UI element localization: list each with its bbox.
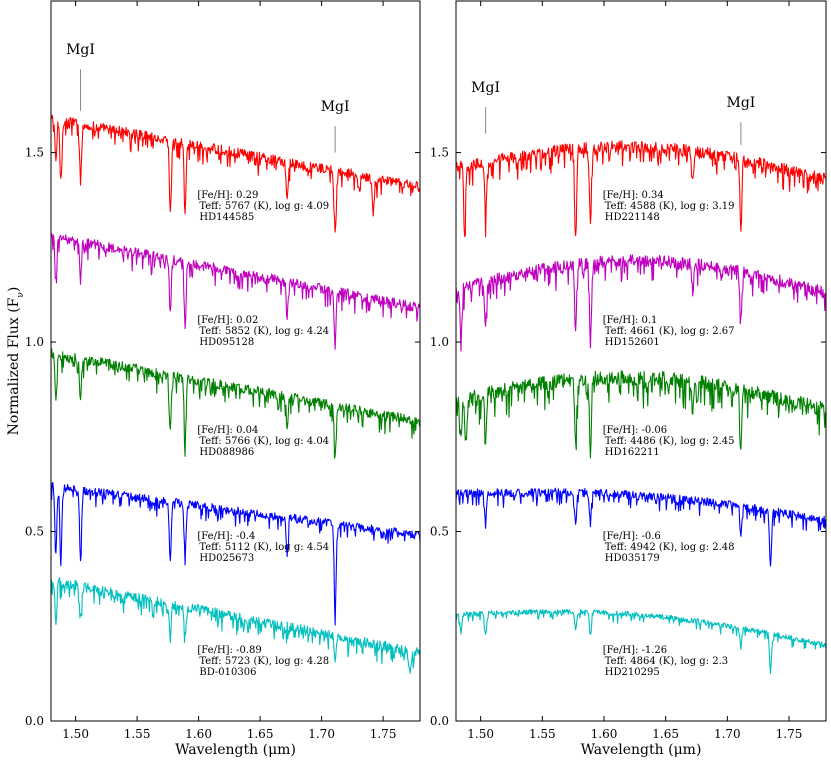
spectrum-line-5 bbox=[50, 577, 421, 674]
star-label-line-2: Teff: 4942 (K), log g: 2.48 bbox=[605, 542, 735, 553]
star-label-line-2: Teff: 4486 (K), log g: 2.45 bbox=[605, 436, 735, 447]
x-tick-label: 1.50 bbox=[467, 727, 494, 741]
star-label-line-3: HD210295 bbox=[605, 667, 660, 678]
star-label-line-2: Teff: 5112 (K), log g: 4.54 bbox=[199, 542, 329, 553]
x-tick-label: 1.65 bbox=[652, 727, 679, 741]
x-tick-label: 1.55 bbox=[529, 727, 556, 741]
y-tick-label: 0.5 bbox=[25, 525, 44, 539]
star-label-line-1: [Fe/H]: 0.29 bbox=[197, 190, 258, 201]
plot-frame bbox=[50, 0, 421, 722]
spectrum-line-3 bbox=[455, 370, 827, 459]
mgi-annotation-label: MgI bbox=[321, 99, 350, 115]
x-tick-label: 1.55 bbox=[124, 727, 151, 741]
star-label-line-3: HD035179 bbox=[605, 553, 660, 564]
star-label-line-1: [Fe/H]: -0.89 bbox=[197, 645, 261, 656]
mgi-annotation-label: MgI bbox=[471, 80, 500, 96]
star-label-line-1: [Fe/H]: -1.26 bbox=[603, 645, 667, 656]
star-label-line-2: Teff: 4661 (K), log g: 2.67 bbox=[605, 326, 735, 337]
star-label-line-3: HD088986 bbox=[199, 447, 254, 458]
x-tick-label: 1.50 bbox=[62, 727, 89, 741]
star-label-line-1: [Fe/H]: 0.34 bbox=[603, 190, 664, 201]
mgi-annotation-label: MgI bbox=[66, 42, 95, 58]
star-label-line-1: [Fe/H]: -0.6 bbox=[603, 531, 661, 542]
star-label-line-2: Teff: 4864 (K), log g: 2.3 bbox=[605, 656, 728, 667]
star-label-line-1: [Fe/H]: 0.02 bbox=[197, 315, 258, 326]
y-tick-label: 0.5 bbox=[430, 525, 449, 539]
spectrum-line-1 bbox=[455, 140, 827, 238]
star-label-line-2: Teff: 5766 (K), log g: 4.04 bbox=[199, 436, 329, 447]
x-tick-label: 1.65 bbox=[247, 727, 274, 741]
y-tick-label: 0.0 bbox=[25, 714, 44, 728]
star-label-line-1: [Fe/H]: 0.1 bbox=[603, 315, 658, 326]
x-tick-label: 1.70 bbox=[308, 727, 335, 741]
star-label-line-3: HD221148 bbox=[605, 212, 660, 223]
y-tick-label: 1.0 bbox=[430, 335, 449, 349]
y-tick-label: 0.0 bbox=[430, 714, 449, 728]
y-tick-label: 1.5 bbox=[430, 146, 449, 160]
y-axis-label: Normalized Flux (Fν) bbox=[6, 287, 26, 436]
star-label-line-1: [Fe/H]: -0.06 bbox=[603, 425, 667, 436]
spectrum-line-5 bbox=[455, 608, 827, 675]
star-label-line-3: HD152601 bbox=[605, 337, 660, 348]
y-axis-label-close: ) bbox=[6, 287, 22, 292]
x-tick-label: 1.70 bbox=[714, 727, 741, 741]
x-tick-label: 1.75 bbox=[370, 727, 397, 741]
plot-frame bbox=[455, 0, 827, 722]
y-axis-label-subscript: ν bbox=[16, 292, 26, 297]
star-label-line-3: BD-010306 bbox=[199, 667, 256, 678]
x-tick-label: 1.60 bbox=[591, 727, 618, 741]
star-label-line-2: Teff: 4588 (K), log g: 3.19 bbox=[605, 201, 735, 212]
star-label-line-3: HD144585 bbox=[199, 212, 254, 223]
x-axis-label: Wavelength (μm) bbox=[581, 742, 702, 758]
x-axis-label: Wavelength (μm) bbox=[175, 742, 296, 758]
star-label-line-3: HD095128 bbox=[199, 337, 254, 348]
mgi-annotation-label: MgI bbox=[726, 95, 755, 111]
spectrum-line-2 bbox=[455, 254, 827, 352]
star-label-line-3: HD025673 bbox=[199, 553, 254, 564]
spectrum-line-2 bbox=[50, 232, 421, 350]
star-label-line-2: Teff: 5723 (K), log g: 4.28 bbox=[199, 656, 329, 667]
y-axis-label-main: Normalized Flux (F bbox=[6, 297, 22, 435]
star-label-line-2: Teff: 5767 (K), log g: 4.09 bbox=[199, 201, 329, 212]
star-label-line-1: [Fe/H]: -0.4 bbox=[197, 531, 255, 542]
spectrum-line-1 bbox=[50, 114, 421, 233]
star-label-line-2: Teff: 5852 (K), log g: 4.24 bbox=[199, 326, 329, 337]
spectrum-line-4 bbox=[455, 487, 827, 567]
spectrum-line-3 bbox=[50, 348, 421, 459]
x-tick-label: 1.75 bbox=[776, 727, 803, 741]
star-label-line-3: HD162211 bbox=[605, 447, 660, 458]
x-tick-label: 1.60 bbox=[185, 727, 212, 741]
star-label-line-1: [Fe/H]: 0.04 bbox=[197, 425, 258, 436]
y-tick-label: 1.5 bbox=[25, 146, 44, 160]
y-tick-label: 1.0 bbox=[25, 335, 44, 349]
spectrum-line-4 bbox=[50, 482, 421, 626]
